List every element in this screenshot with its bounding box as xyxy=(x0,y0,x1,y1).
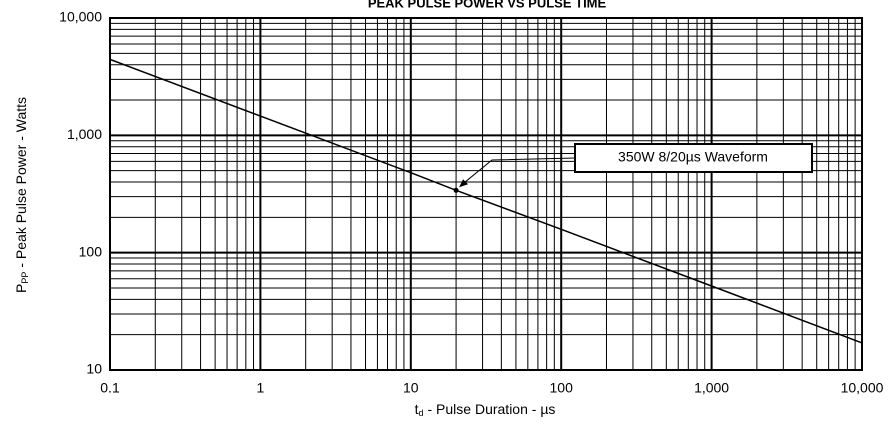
line xyxy=(109,58,863,344)
x-tick-label: 10 xyxy=(403,380,419,396)
annotation-box xyxy=(574,143,813,173)
annotation-arrowhead xyxy=(459,179,469,188)
chart-title: PEAK PULSE POWER VS PULSE TIME xyxy=(368,0,607,10)
annotation-text: 350W 8/20µs Waveform xyxy=(618,149,768,165)
x-label-main: t xyxy=(415,401,419,417)
x-tick-label: 10,000 xyxy=(841,380,884,396)
y-axis-label: PPP - Peak Pulse Power - Watts xyxy=(13,97,31,293)
x-tick-label: 100 xyxy=(550,380,574,396)
x-label-rest: - Pulse Duration - µs xyxy=(428,401,556,417)
x-label-sub: d xyxy=(418,408,423,418)
y-tick-label: 10,000 xyxy=(59,9,102,25)
y-label-main: P xyxy=(13,284,29,293)
x-tick-label: 1,000 xyxy=(694,380,729,396)
y-tick-label: 10 xyxy=(86,361,102,377)
y-label-rest: - Peak Pulse Power - Watts xyxy=(13,97,29,268)
annotation-leader xyxy=(460,157,576,186)
annotation-point xyxy=(453,187,459,193)
y-tick-label: 100 xyxy=(79,243,103,259)
y-tick-label: 1,000 xyxy=(67,126,102,142)
plot-frame xyxy=(109,17,863,371)
x-tick-label: 0.1 xyxy=(100,380,120,396)
x-axis-label: td - Pulse Duration - µs xyxy=(415,401,556,419)
y-label-sub: PP xyxy=(20,272,30,284)
x-tick-label: 1 xyxy=(257,380,265,396)
